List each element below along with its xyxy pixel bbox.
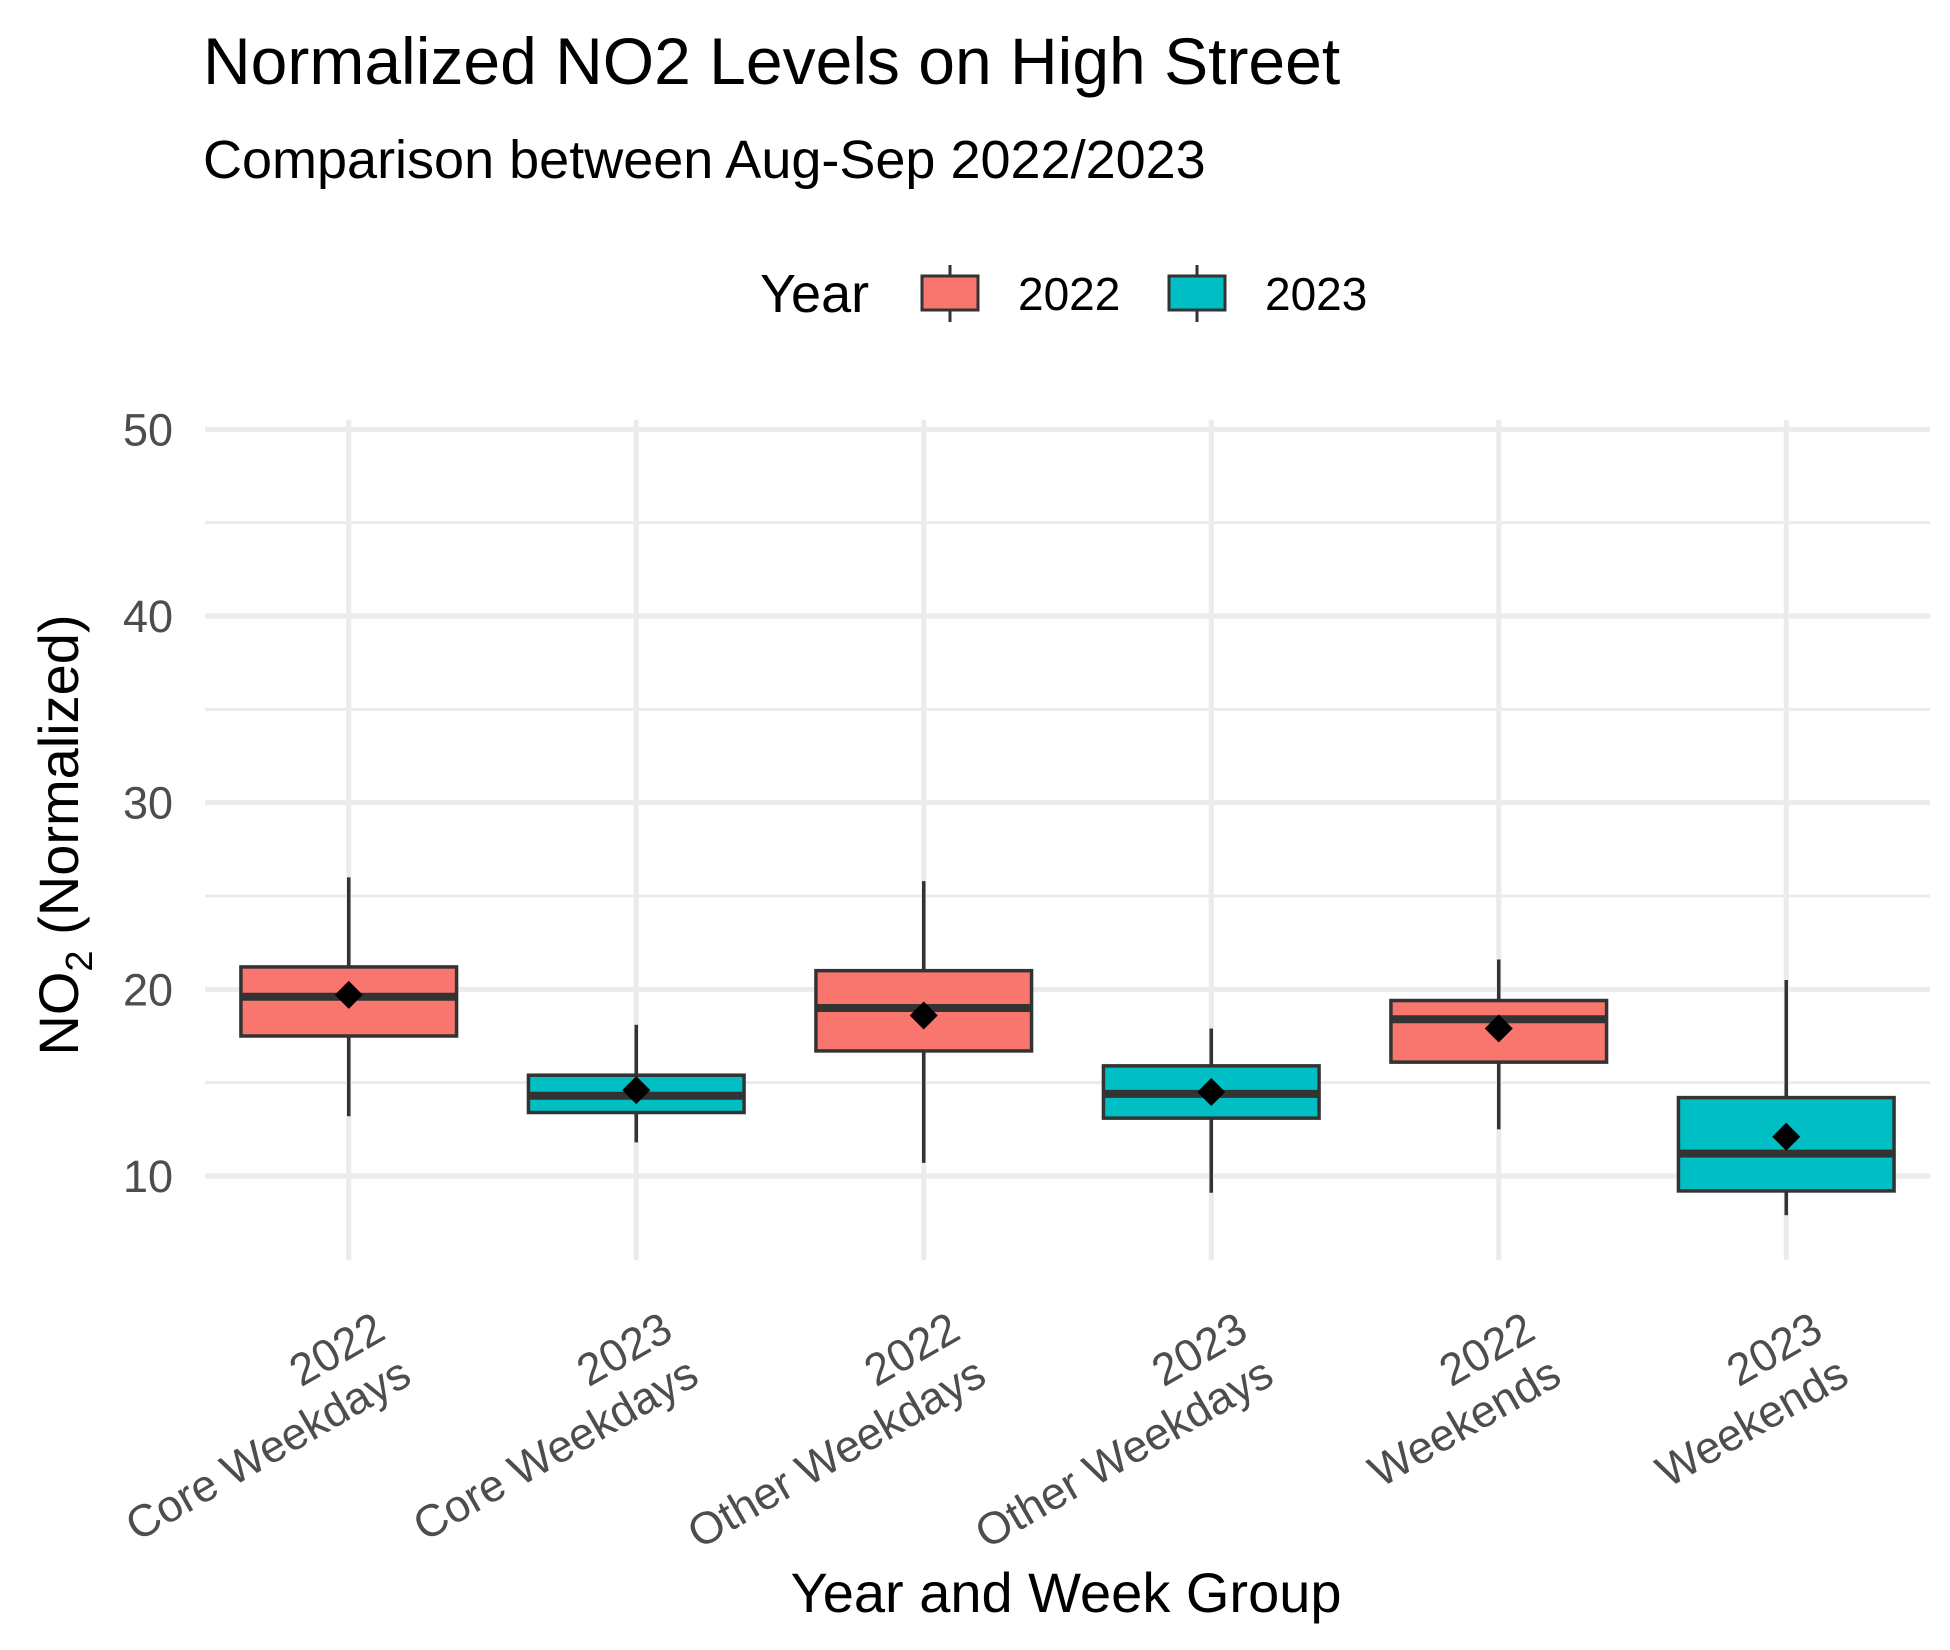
box-2: [814, 881, 1034, 1163]
box-4: [1389, 959, 1609, 1130]
x-tick-label: 2023Core Weekdays: [378, 1302, 706, 1551]
legend: Year 2022 2023: [760, 264, 1367, 324]
x-tick-line-group: Other Weekdays: [966, 1347, 1281, 1558]
y-axis-title-sub: 2: [59, 950, 101, 971]
grid: [205, 420, 1930, 1260]
box-3: [1101, 1028, 1321, 1193]
y-tick-label: 20: [123, 964, 173, 1015]
boxes: [239, 877, 1896, 1216]
mean-marker: [334, 980, 363, 1009]
x-tick-label: 2022Core Weekdays: [91, 1302, 419, 1551]
x-tick-line-group: Other Weekdays: [679, 1347, 994, 1558]
x-axis-ticks: 2022Core Weekdays 2023Core Weekdays 2022Ot…: [91, 1302, 1857, 1558]
mean-marker: [1197, 1078, 1226, 1106]
y-axis-title-main: NO: [27, 972, 90, 1056]
legend-label: 2023: [1265, 268, 1367, 320]
box-0: [239, 877, 459, 1117]
y-tick-label: 40: [123, 591, 173, 642]
x-tick-line-group: Core Weekdays: [117, 1347, 419, 1551]
x-tick-line-group: Core Weekdays: [404, 1347, 706, 1551]
legend-item-2022: 2022: [920, 265, 1120, 322]
legend-label: 2022: [1018, 268, 1120, 320]
box-1: [526, 1024, 746, 1143]
x-tick-label: 2022Weekends: [1334, 1302, 1569, 1497]
mean-marker: [1484, 1014, 1513, 1043]
x-tick-label: 2023Other Weekdays: [940, 1302, 1281, 1558]
y-tick-label: 10: [123, 1151, 173, 1202]
box-5: [1676, 980, 1896, 1216]
y-tick-label: 50: [123, 404, 173, 455]
legend-key-box: [920, 274, 980, 312]
mean-marker: [909, 1001, 938, 1030]
y-axis-ticks: 10 20 30 40 50: [123, 404, 173, 1202]
x-tick-label: 2023Weekends: [1621, 1302, 1856, 1497]
mean-marker: [622, 1076, 651, 1105]
x-axis-title: Year and Week Group: [790, 1561, 1341, 1624]
mean-marker: [1772, 1122, 1801, 1151]
legend-key-box: [1167, 274, 1227, 312]
y-axis-title-rest: (Normalized): [27, 614, 90, 950]
legend-title: Year: [760, 264, 869, 324]
y-tick-label: 30: [123, 778, 173, 829]
chart-subtitle: Comparison between Aug-Sep 2022/2023: [203, 130, 1206, 190]
chart-title: Normalized NO2 Levels on High Street: [203, 24, 1340, 98]
x-tick-label: 2022Other Weekdays: [653, 1302, 994, 1558]
y-axis-title: NO2 (Normalized): [27, 614, 101, 1055]
legend-item-2023: 2023: [1167, 265, 1367, 322]
